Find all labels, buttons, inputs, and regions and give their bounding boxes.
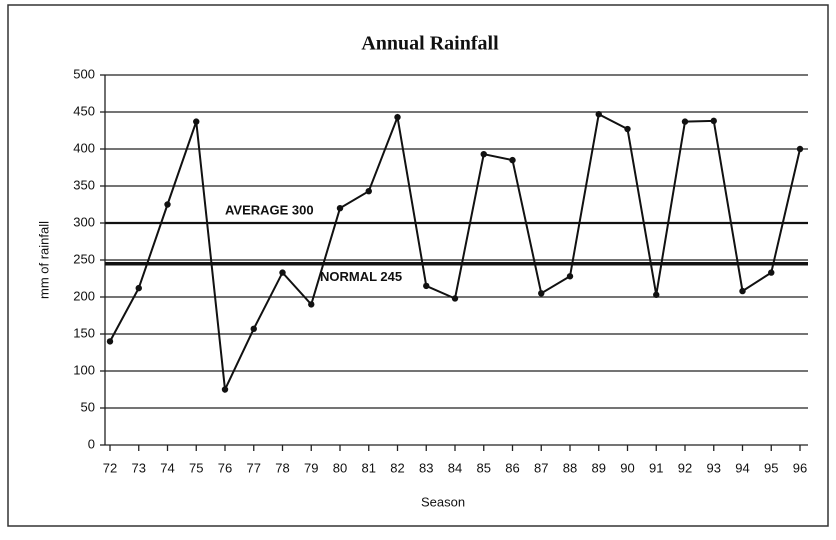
x-tick-label: 96 (793, 460, 807, 475)
data-point (796, 145, 804, 153)
data-point (423, 282, 430, 290)
x-tick-label: 86 (505, 460, 519, 475)
x-tick-label: 88 (563, 460, 577, 475)
x-tick-label: 94 (735, 460, 749, 475)
y-tick-label: 300 (73, 214, 95, 229)
data-point (538, 290, 545, 297)
frame (7, 4, 829, 527)
x-tick-label: 78 (275, 460, 289, 475)
data-point (365, 187, 372, 195)
data-point (221, 386, 229, 393)
data-point (480, 150, 487, 158)
data-point (768, 269, 775, 276)
y-tick-label: 0 (88, 436, 95, 451)
x-tick-label: 87 (534, 460, 548, 475)
reference-label: NORMAL 245 (320, 269, 402, 284)
y-tick-label: 400 (73, 140, 95, 155)
y-tick-label: 50 (81, 399, 95, 414)
x-tick-label: 85 (477, 460, 491, 475)
x-tick-label: 95 (764, 460, 778, 475)
data-point (653, 291, 660, 298)
data-point (279, 269, 286, 276)
x-tick-label: 84 (448, 460, 462, 475)
x-tick-label: 92 (678, 460, 692, 475)
x-tick-label: 74 (160, 460, 174, 475)
x-tick-label: 81 (362, 460, 376, 475)
x-axis-label: Season (421, 494, 465, 509)
data-point (106, 338, 114, 345)
x-tick-label: 73 (132, 460, 146, 475)
data-point (509, 156, 516, 164)
reference-label: AVERAGE 300 (225, 202, 314, 217)
data-point (308, 301, 315, 308)
data-point (193, 118, 200, 125)
y-tick-label: 100 (73, 362, 95, 377)
y-tick-label: 150 (73, 325, 95, 340)
data-point (595, 111, 602, 118)
y-tick-label: 500 (73, 66, 95, 81)
x-tick-label: 82 (390, 460, 404, 475)
y-tick-label: 250 (73, 251, 95, 266)
x-tick-label: 80 (333, 460, 347, 475)
y-tick-label: 350 (73, 177, 95, 192)
data-point (739, 287, 746, 295)
x-tick-label: 90 (620, 460, 634, 475)
data-point (566, 273, 574, 280)
x-tick-label: 93 (707, 460, 721, 475)
data-point (710, 117, 717, 125)
y-axis-label: mm of rainfall (36, 221, 51, 299)
data-point (394, 113, 401, 121)
data-point (250, 325, 257, 333)
data-point (164, 201, 171, 208)
data-point (135, 284, 142, 292)
x-tick-label: 77 (247, 460, 261, 475)
x-tick-label: 89 (592, 460, 606, 475)
data-point (451, 295, 459, 302)
x-tick-label: 76 (218, 460, 232, 475)
x-tick-label: 75 (189, 460, 203, 475)
x-tick-label: 79 (304, 460, 318, 475)
x-tick-label: 91 (649, 460, 663, 475)
data-point (681, 118, 689, 125)
x-tick-label: 72 (103, 460, 117, 475)
y-tick-label: 200 (73, 288, 95, 303)
data-point (624, 125, 631, 133)
y-tick-label: 450 (73, 103, 95, 118)
x-tick-label: 83 (419, 460, 433, 475)
chart-title: Annual Rainfall (361, 33, 499, 55)
data-point (336, 205, 344, 212)
